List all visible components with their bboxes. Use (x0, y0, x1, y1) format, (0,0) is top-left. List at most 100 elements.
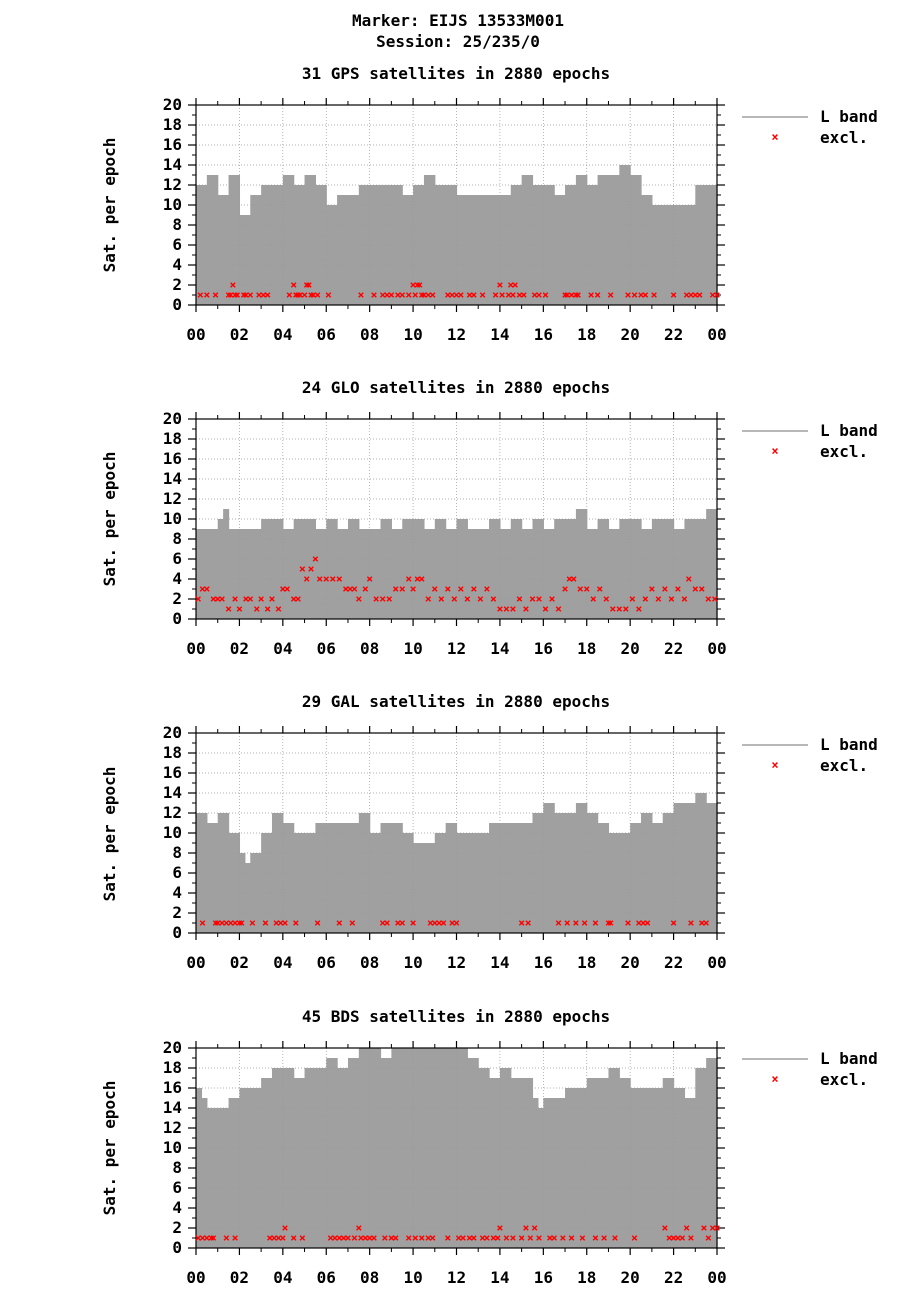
l-band-bar (679, 205, 686, 305)
excl-marker-stroke (709, 292, 716, 298)
excl-marker-stroke (581, 920, 588, 926)
excl-marker-stroke (329, 576, 336, 582)
excl-marker-stroke (610, 606, 616, 612)
excl-marker (699, 920, 705, 926)
y-tick-label: 20 (163, 409, 182, 428)
l-band-bar (603, 519, 610, 619)
excl-marker-stroke (199, 1235, 206, 1241)
excl-marker-stroke (325, 292, 332, 298)
x-tick-label: 12 (447, 1268, 466, 1287)
l-band-bar (206, 175, 213, 305)
excl-marker (666, 1235, 673, 1241)
excl-marker-stroke (564, 292, 571, 298)
l-band-bar (472, 833, 479, 933)
l-band-bar (364, 529, 371, 619)
l-band-bar (293, 833, 300, 933)
excl-marker-stroke (299, 566, 306, 572)
l-band-bar (282, 175, 289, 305)
l-band-bar (304, 519, 311, 619)
excl-marker (494, 1235, 501, 1241)
excl-marker (683, 292, 690, 298)
x-tick-label: 22 (664, 1268, 683, 1287)
excl-marker (431, 586, 438, 592)
excl-marker-stroke (395, 292, 401, 298)
excl-marker (243, 292, 249, 298)
excl-marker (358, 1235, 364, 1241)
excl-marker-stroke (497, 282, 503, 288)
excl-marker (269, 596, 275, 602)
excl-marker-stroke (412, 1235, 419, 1241)
excl-marker-stroke (512, 282, 518, 288)
l-band-bar (657, 1088, 664, 1248)
panel-title: 24 GLO satellites in 2880 epochs (302, 378, 610, 397)
excl-marker-stroke (510, 1235, 516, 1241)
excl-marker-stroke (356, 596, 362, 602)
l-band-bar (700, 793, 707, 933)
excl-marker-stroke (232, 920, 238, 926)
excl-marker (232, 596, 238, 602)
l-band-bar (309, 1068, 316, 1248)
excl-marker (518, 920, 525, 926)
l-band-bar (299, 185, 306, 305)
l-band-bar (695, 793, 702, 933)
excl-marker-stroke (460, 1235, 466, 1241)
l-band-bar (380, 823, 387, 933)
excl-marker-stroke (503, 1235, 510, 1241)
l-band-bar (711, 803, 718, 933)
l-band-bar (233, 833, 241, 933)
excl-marker (379, 596, 386, 602)
excl-marker (371, 1235, 377, 1241)
excl-marker-stroke (670, 920, 677, 926)
y-axis-label: Sat. per epoch (100, 452, 119, 587)
y-tick-label: 20 (163, 95, 182, 114)
excl-marker-stroke (379, 920, 386, 926)
l-band-bar (613, 529, 620, 619)
l-band-bar (212, 823, 219, 933)
excl-marker (566, 576, 573, 582)
excl-marker-stroke (429, 1235, 436, 1241)
l-band-bar (391, 529, 398, 619)
excl-marker-stroke (280, 1235, 286, 1241)
l-band-bar (537, 813, 544, 933)
excl-marker-stroke (373, 596, 379, 602)
l-band-bar (527, 529, 534, 619)
excl-marker (536, 596, 542, 602)
x-tick-label: 04 (273, 325, 292, 344)
excl-marker-stroke (685, 576, 692, 582)
excl-marker-stroke (371, 292, 377, 298)
excl-marker-stroke (256, 292, 262, 298)
excl-marker (280, 1235, 286, 1241)
excl-marker-stroke (699, 586, 705, 592)
l-band-bar (630, 823, 637, 933)
excl-marker (518, 1235, 525, 1241)
l-band-bar (282, 823, 289, 933)
l-band-bar (510, 823, 517, 933)
excl-marker (542, 606, 549, 612)
excl-marker-stroke (596, 586, 603, 592)
excl-marker (449, 292, 455, 298)
excl-marker (562, 586, 568, 592)
l-band-bar (304, 175, 311, 305)
excl-marker-stroke (410, 282, 416, 288)
y-tick-label: 4 (172, 255, 182, 274)
excl-marker (230, 282, 236, 288)
excl-marker-stroke (445, 292, 451, 298)
excl-marker-stroke (642, 292, 649, 298)
excl-marker-stroke (306, 282, 312, 288)
l-band-bar (510, 185, 517, 305)
l-band-bar (472, 195, 479, 305)
excl-marker (579, 1235, 586, 1241)
l-band-bar (217, 1108, 224, 1248)
excl-marker (549, 596, 555, 602)
excl-marker (282, 1225, 288, 1231)
excl-marker (568, 292, 575, 298)
excl-marker-stroke (425, 1235, 432, 1241)
excl-marker (547, 1235, 553, 1241)
excl-marker-stroke (547, 1235, 553, 1241)
l-band-bar (342, 1068, 349, 1248)
l-band-bar (385, 1058, 392, 1248)
excl-marker (204, 1235, 210, 1241)
excl-marker-stroke (418, 576, 425, 582)
excl-marker-stroke (269, 596, 275, 602)
